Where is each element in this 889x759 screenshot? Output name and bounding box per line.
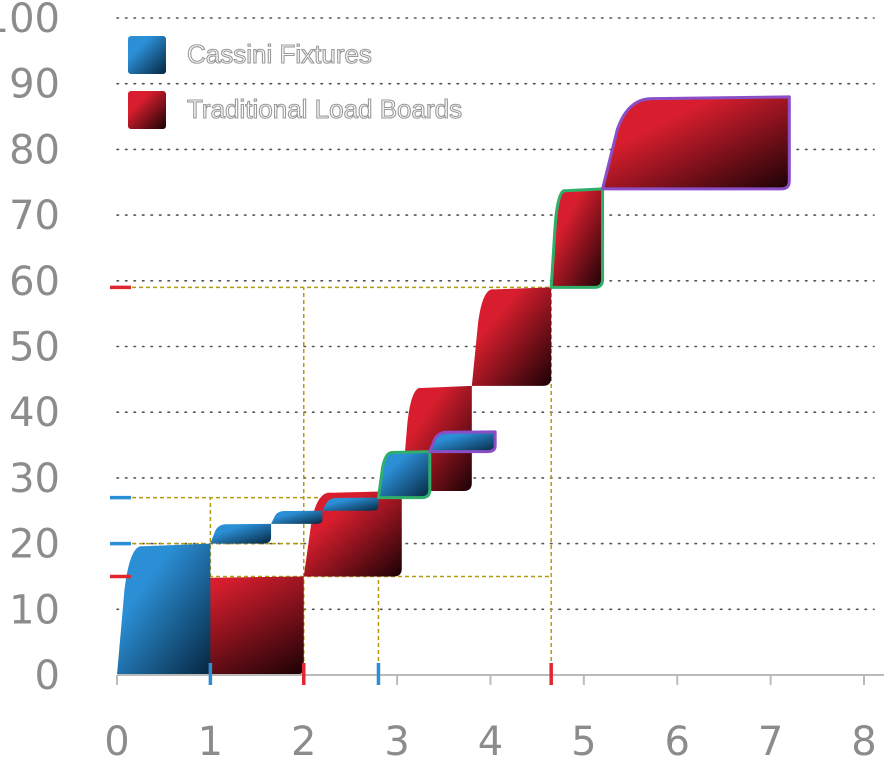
series-cassini-fixtures [117, 431, 496, 675]
legend-label: Traditional Load Boards [187, 94, 462, 124]
traditional-step-6 [602, 96, 790, 189]
x-tick-label: 4 [478, 719, 503, 759]
series-traditional-load-boards [117, 96, 790, 675]
cassini-step-4 [322, 497, 379, 511]
y-tick-label: 10 [9, 587, 60, 633]
legend-swatch [128, 36, 166, 74]
traditional-step-5 [551, 188, 603, 288]
legend-label: Cassini Fixtures [187, 39, 372, 69]
y-tick-label: 100 [0, 0, 60, 42]
y-tick-label: 60 [9, 259, 60, 305]
x-tick-label: 0 [104, 719, 129, 759]
x-tick-label: 7 [758, 719, 783, 759]
y-tick-labels: 0 10 20 30 40 50 60 70 80 90 100 [0, 0, 60, 699]
y-tick-label: 50 [9, 325, 60, 371]
x-tick-label: 2 [291, 719, 316, 759]
reference-markers [110, 285, 553, 685]
traditional-step-4 [471, 287, 552, 386]
highlight-outlines [376, 95, 791, 500]
cassini-step-6 [429, 431, 496, 452]
y-tick-label: 0 [35, 653, 60, 699]
cassini-step-2 [210, 523, 272, 544]
y-tick-label: 30 [9, 456, 60, 502]
x-tick-label: 8 [851, 719, 876, 759]
x-axis [116, 674, 884, 685]
highlight-outline-2 [428, 430, 497, 454]
traditional-step-2 [303, 491, 402, 577]
x-tick-label: 3 [384, 719, 409, 759]
x-tick-label: 1 [198, 719, 223, 759]
y-tick-label: 70 [9, 193, 60, 239]
cassini-step-3 [271, 510, 323, 524]
highlight-outline-4 [601, 95, 791, 191]
x-tick-label: 6 [665, 719, 690, 759]
x-tick-label: 5 [571, 719, 596, 759]
y-tick-label: 80 [9, 127, 60, 173]
y-tick-label: 90 [9, 62, 60, 108]
legend: Cassini Fixtures Traditional Load Boards [128, 36, 463, 129]
x-tick-labels: 0 1 2 3 4 5 6 7 8 [104, 719, 876, 759]
y-tick-label: 20 [9, 522, 60, 568]
cassini-step-1 [117, 543, 211, 675]
y-tick-label: 40 [9, 390, 60, 436]
cassini-step-5 [378, 451, 430, 498]
legend-swatch [128, 91, 166, 129]
